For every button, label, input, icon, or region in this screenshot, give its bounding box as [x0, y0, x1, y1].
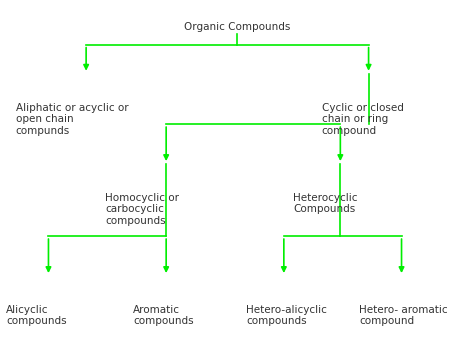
- Text: Aliphatic or acyclic or
open chain
compunds: Aliphatic or acyclic or open chain compu…: [16, 103, 128, 136]
- Text: Organic Compounds: Organic Compounds: [183, 22, 290, 32]
- Text: Hetero-alicyclic
compounds: Hetero-alicyclic compounds: [246, 305, 327, 327]
- Text: Heterocyclic
Compounds: Heterocyclic Compounds: [293, 193, 358, 214]
- Text: Aromatic
compounds: Aromatic compounds: [133, 305, 194, 327]
- Text: Alicyclic
compounds: Alicyclic compounds: [6, 305, 67, 327]
- Text: Cyclic or closed
chain or ring
compound: Cyclic or closed chain or ring compound: [321, 103, 403, 136]
- Text: Hetero- aromatic
compound: Hetero- aromatic compound: [359, 305, 448, 327]
- Text: Homocyclic or
carbocyclic
compounds: Homocyclic or carbocyclic compounds: [105, 193, 179, 226]
